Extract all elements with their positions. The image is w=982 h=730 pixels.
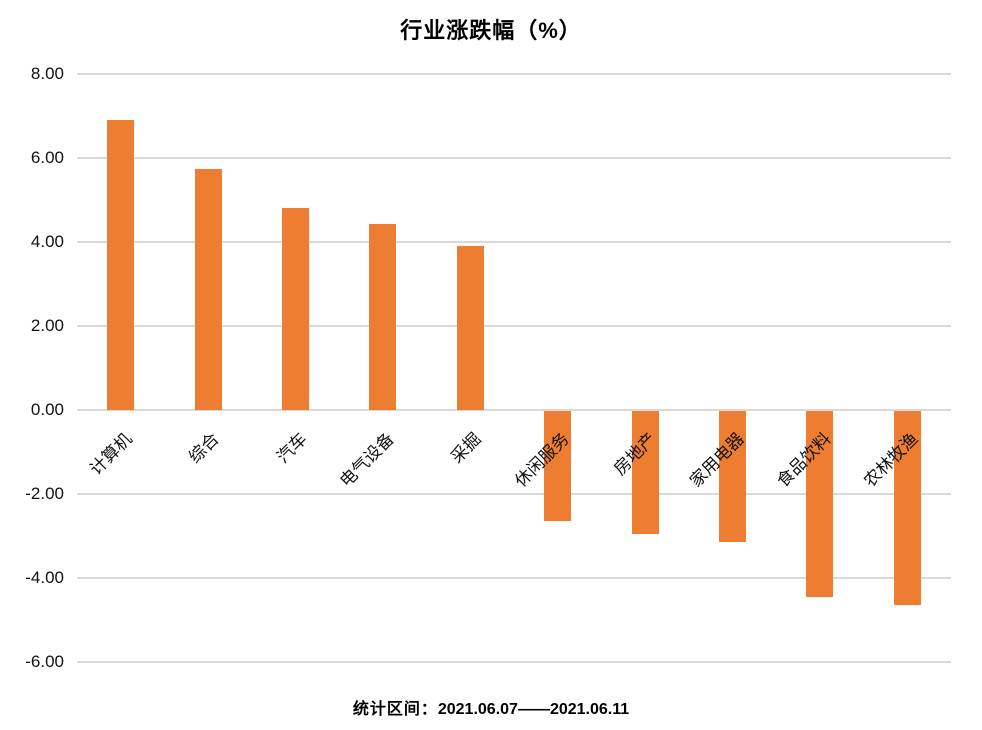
y-axis-tick-label: 2.00	[30, 316, 64, 335]
gridline	[77, 577, 951, 579]
bar-农林牧渔	[893, 411, 921, 606]
bar-休闲服务	[544, 411, 572, 522]
gridline	[77, 493, 951, 495]
gridline	[77, 241, 951, 243]
gridline	[77, 661, 951, 663]
y-axis-tick-label: 6.00	[30, 148, 64, 167]
category-label: 电气设备	[336, 429, 398, 491]
bar-房地产	[631, 411, 659, 534]
y-axis-tick-label: -6.00	[25, 652, 64, 671]
bar-食品饮料	[806, 411, 834, 597]
gridline	[77, 73, 951, 75]
gridline	[77, 325, 951, 327]
bar-家用电器	[719, 411, 746, 543]
category-label: 综合	[185, 429, 223, 467]
y-axis-tick-label: 8.00	[30, 64, 64, 83]
caption-prefix: 统计区间：	[352, 701, 438, 718]
bar-计算机	[107, 120, 135, 410]
bar-电气设备	[369, 223, 397, 410]
gridline	[77, 409, 951, 411]
stats-period-caption: 统计区间：2021.06.07——2021.06.11	[0, 695, 982, 719]
bar-汽车	[282, 208, 309, 410]
y-axis-tick-label: -2.00	[25, 484, 64, 503]
bar-综合	[194, 168, 222, 410]
category-label: 采掘	[447, 429, 486, 467]
y-axis-tick-label: 4.00	[30, 232, 64, 251]
caption-date-range: 2021.06.07——2021.06.11	[437, 701, 630, 718]
bar-采掘	[456, 246, 484, 410]
chart-title: 行业涨跌幅（%）	[400, 18, 582, 43]
y-axis-tick-label: 0.00	[30, 400, 64, 419]
gridline	[77, 157, 951, 159]
category-label: 计算机	[85, 429, 136, 479]
y-axis-tick-label: -4.00	[25, 568, 64, 587]
category-label: 汽车	[272, 429, 311, 467]
